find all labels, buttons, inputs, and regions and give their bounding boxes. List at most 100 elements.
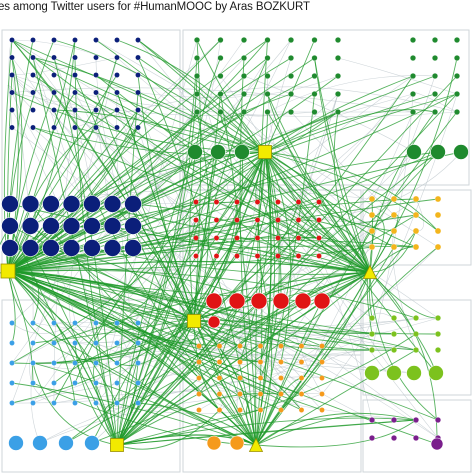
network-node <box>454 91 460 97</box>
network-node <box>1 239 19 257</box>
network-edge <box>255 39 268 446</box>
network-node <box>93 340 99 346</box>
network-node <box>413 331 419 337</box>
network-edge <box>7 57 292 272</box>
network-edge <box>264 151 292 363</box>
network-node <box>51 72 57 78</box>
network-edge <box>267 93 371 273</box>
network-node <box>295 199 302 205</box>
network-edge <box>246 393 261 446</box>
network-node <box>298 391 305 397</box>
network-edge <box>260 332 373 363</box>
hub-top <box>258 145 272 159</box>
network-node <box>319 391 325 397</box>
network-node <box>288 73 294 79</box>
network-edge <box>7 39 76 272</box>
network-node <box>72 340 78 346</box>
network-edge <box>255 111 458 446</box>
network-edge <box>193 271 371 322</box>
network-edge <box>220 86 458 113</box>
network-edge <box>255 419 417 448</box>
network-node <box>369 435 375 441</box>
network-node <box>135 400 141 406</box>
network-node <box>93 107 99 113</box>
network-node <box>257 343 264 349</box>
network-node <box>278 391 284 397</box>
network-edge <box>95 362 257 446</box>
network-node <box>213 217 220 223</box>
network-edge <box>32 74 371 273</box>
network-node <box>237 343 243 349</box>
network-node <box>316 235 322 241</box>
network-node <box>72 54 78 61</box>
network-edge <box>116 320 195 366</box>
network-node <box>241 55 247 61</box>
network-node <box>9 107 15 113</box>
network-edge <box>264 93 436 153</box>
network-edge <box>7 270 16 344</box>
network-edge <box>369 111 436 273</box>
network-node <box>135 340 141 346</box>
network-edge <box>53 320 195 384</box>
network-node <box>316 199 322 205</box>
network-node <box>42 239 60 257</box>
network-edge <box>11 39 195 322</box>
network-node <box>434 227 442 235</box>
network-node <box>196 407 202 413</box>
network-node <box>413 315 419 321</box>
network-node <box>391 315 397 321</box>
network-edge <box>369 271 439 421</box>
network-node <box>413 435 419 441</box>
network-edge <box>32 362 118 446</box>
network-node <box>196 359 202 365</box>
network-node <box>391 331 397 337</box>
network-node <box>83 239 101 257</box>
network-edge <box>95 92 257 446</box>
network-node <box>390 227 398 235</box>
network-node <box>30 380 36 386</box>
network-node <box>205 292 223 310</box>
network-node <box>298 359 305 365</box>
network-node <box>72 320 78 326</box>
network-edge <box>255 349 417 446</box>
network-edge <box>11 151 266 364</box>
network-node <box>213 235 220 241</box>
network-node <box>410 55 416 61</box>
network-node <box>369 347 375 353</box>
network-node <box>72 124 78 131</box>
network-node <box>241 37 247 43</box>
network-node <box>234 253 240 259</box>
network-node <box>21 239 40 257</box>
network-edge <box>255 415 373 446</box>
network-edge <box>7 270 373 335</box>
network-edge <box>264 151 373 216</box>
network-edge <box>11 349 373 404</box>
network-node <box>364 365 380 381</box>
network-node <box>9 340 15 346</box>
network-node <box>391 435 397 441</box>
network-node <box>9 400 15 406</box>
network-node <box>216 407 223 413</box>
network-node <box>216 359 223 365</box>
network-node <box>254 253 261 259</box>
network-node <box>30 89 36 96</box>
network-node <box>319 375 325 381</box>
network-node <box>254 235 261 241</box>
network-edge <box>53 39 266 153</box>
network-node <box>272 292 290 310</box>
network-node <box>391 347 397 353</box>
network-node <box>234 217 240 223</box>
network-edge <box>116 151 266 446</box>
network-edge <box>333 111 371 273</box>
network-node <box>435 417 441 423</box>
network-edge <box>116 320 195 446</box>
network-edge <box>7 84 34 111</box>
network-edge <box>137 39 266 153</box>
network-node <box>386 365 402 381</box>
network-edge <box>7 270 195 322</box>
network-node <box>264 55 271 61</box>
network-node <box>390 195 398 203</box>
network-node <box>335 91 341 97</box>
network-node <box>288 37 294 43</box>
network-node <box>275 217 281 223</box>
